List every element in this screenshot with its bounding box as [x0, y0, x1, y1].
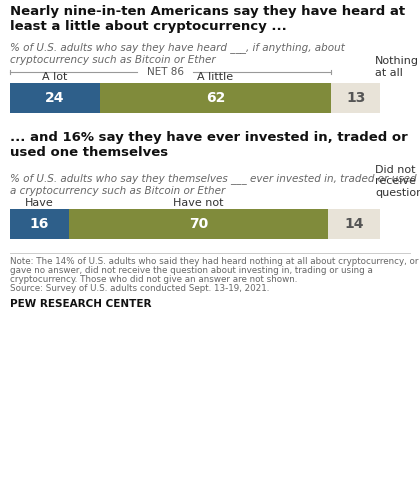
Text: Nearly nine-in-ten Americans say they have heard at
least a little about cryptoc: Nearly nine-in-ten Americans say they ha…	[10, 5, 405, 33]
Text: A lot: A lot	[42, 72, 68, 82]
Text: Source: Survey of U.S. adults conducted Sept. 13-19, 2021.: Source: Survey of U.S. adults conducted …	[10, 284, 269, 293]
Text: 16: 16	[30, 217, 49, 231]
Text: 14: 14	[344, 217, 364, 231]
Bar	[10, 83, 100, 113]
Bar	[100, 83, 331, 113]
Text: cryptocurrency. Those who did not give an answer are not shown.: cryptocurrency. Those who did not give a…	[10, 275, 297, 284]
Text: 62: 62	[206, 91, 225, 105]
Text: 13: 13	[346, 91, 365, 105]
Text: gave no answer, did not receive the question about investing in, trading or usin: gave no answer, did not receive the ques…	[10, 266, 373, 275]
Text: Did not
receive
question: Did not receive question	[375, 165, 420, 198]
Text: Nothing
at all: Nothing at all	[375, 56, 419, 78]
Text: NET 86: NET 86	[147, 67, 184, 77]
Bar	[69, 209, 328, 239]
Text: PEW RESEARCH CENTER: PEW RESEARCH CENTER	[10, 299, 152, 309]
Text: Note: The 14% of U.S. adults who said they had heard nothing at all about crypto: Note: The 14% of U.S. adults who said th…	[10, 257, 418, 266]
Text: Have: Have	[25, 198, 54, 208]
Text: A little: A little	[197, 72, 234, 82]
Text: 24: 24	[45, 91, 65, 105]
Text: % of U.S. adults who say they themselves ___ ever invested in, traded or used
a : % of U.S. adults who say they themselves…	[10, 173, 417, 196]
Text: 70: 70	[189, 217, 208, 231]
Text: % of U.S. adults who say they have heard ___, if anything, about
cryptocurrency : % of U.S. adults who say they have heard…	[10, 42, 345, 64]
Text: Have not: Have not	[173, 198, 224, 208]
Bar	[10, 209, 69, 239]
Bar	[328, 209, 380, 239]
Text: ... and 16% say they have ever invested in, traded or
used one themselves: ... and 16% say they have ever invested …	[10, 131, 408, 159]
Bar	[331, 83, 380, 113]
